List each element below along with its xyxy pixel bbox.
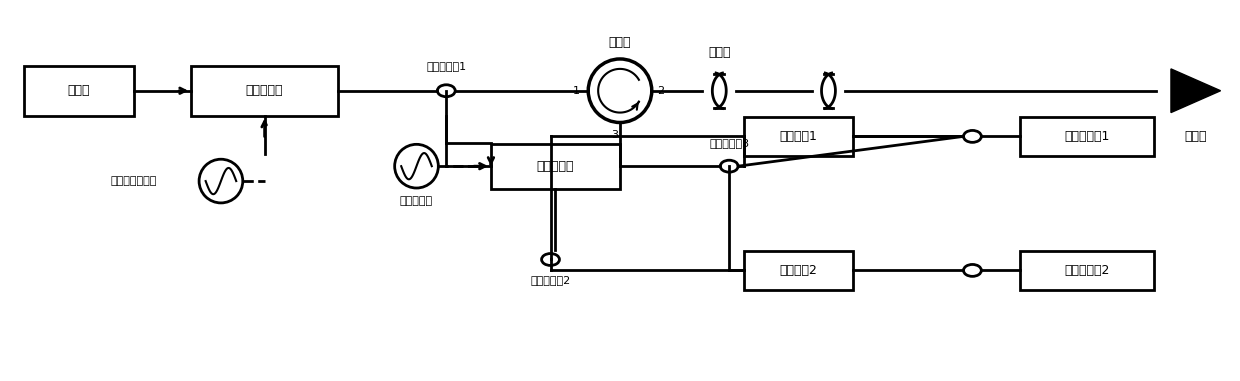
Ellipse shape	[720, 160, 738, 172]
Text: 3: 3	[611, 130, 619, 141]
FancyBboxPatch shape	[1019, 117, 1153, 156]
Text: 光纤耦合器1: 光纤耦合器1	[427, 61, 466, 71]
Text: 压控振荡器: 压控振荡器	[401, 196, 433, 206]
Text: 光滤波器1: 光滤波器1	[780, 130, 817, 143]
Ellipse shape	[542, 253, 559, 266]
FancyBboxPatch shape	[744, 117, 853, 156]
Text: 光纤耦合器2: 光纤耦合器2	[531, 275, 570, 285]
Text: 光纤耦合器3: 光纤耦合器3	[709, 138, 749, 148]
Polygon shape	[1171, 69, 1220, 112]
Text: 声光调制器: 声光调制器	[537, 160, 574, 173]
Text: 光滤波器2: 光滤波器2	[780, 264, 817, 277]
Text: 小数分频锁相环: 小数分频锁相环	[110, 176, 156, 186]
Text: 相位调制器: 相位调制器	[246, 84, 284, 97]
FancyBboxPatch shape	[1019, 251, 1153, 290]
Text: 反射点: 反射点	[1184, 130, 1207, 143]
Text: 平衡接收机2: 平衡接收机2	[1064, 264, 1110, 277]
Text: 激光器: 激光器	[68, 84, 91, 97]
FancyBboxPatch shape	[491, 144, 620, 189]
Ellipse shape	[438, 85, 455, 97]
Text: 2: 2	[657, 86, 663, 96]
FancyBboxPatch shape	[191, 66, 339, 115]
Ellipse shape	[963, 264, 981, 276]
FancyBboxPatch shape	[25, 66, 134, 115]
Text: 平衡接收机1: 平衡接收机1	[1064, 130, 1110, 143]
FancyBboxPatch shape	[744, 251, 853, 290]
Ellipse shape	[963, 130, 981, 142]
Text: 环形器: 环形器	[609, 36, 631, 49]
Text: 1: 1	[573, 86, 580, 96]
Text: 准直器: 准直器	[708, 46, 730, 59]
